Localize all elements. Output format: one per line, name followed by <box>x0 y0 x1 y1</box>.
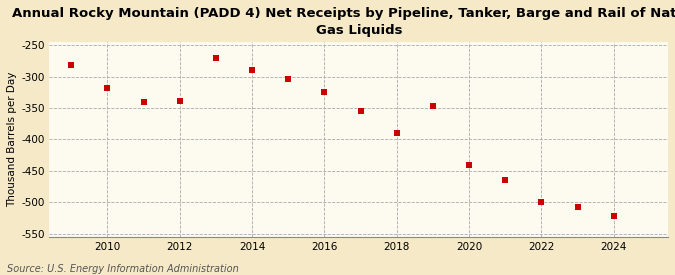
Point <box>246 68 257 73</box>
Point <box>102 86 113 90</box>
Title: Annual Rocky Mountain (PADD 4) Net Receipts by Pipeline, Tanker, Barge and Rail : Annual Rocky Mountain (PADD 4) Net Recei… <box>11 7 675 37</box>
Point <box>608 214 619 218</box>
Point <box>174 98 185 103</box>
Point <box>427 104 438 108</box>
Point <box>138 100 149 104</box>
Point <box>536 200 547 204</box>
Point <box>500 178 511 182</box>
Point <box>572 205 583 210</box>
Point <box>464 162 475 167</box>
Point <box>65 63 76 68</box>
Point <box>211 56 221 60</box>
Point <box>392 131 402 135</box>
Y-axis label: Thousand Barrels per Day: Thousand Barrels per Day <box>7 72 17 207</box>
Point <box>319 90 330 95</box>
Point <box>283 76 294 81</box>
Point <box>355 109 366 114</box>
Text: Source: U.S. Energy Information Administration: Source: U.S. Energy Information Administ… <box>7 264 238 274</box>
